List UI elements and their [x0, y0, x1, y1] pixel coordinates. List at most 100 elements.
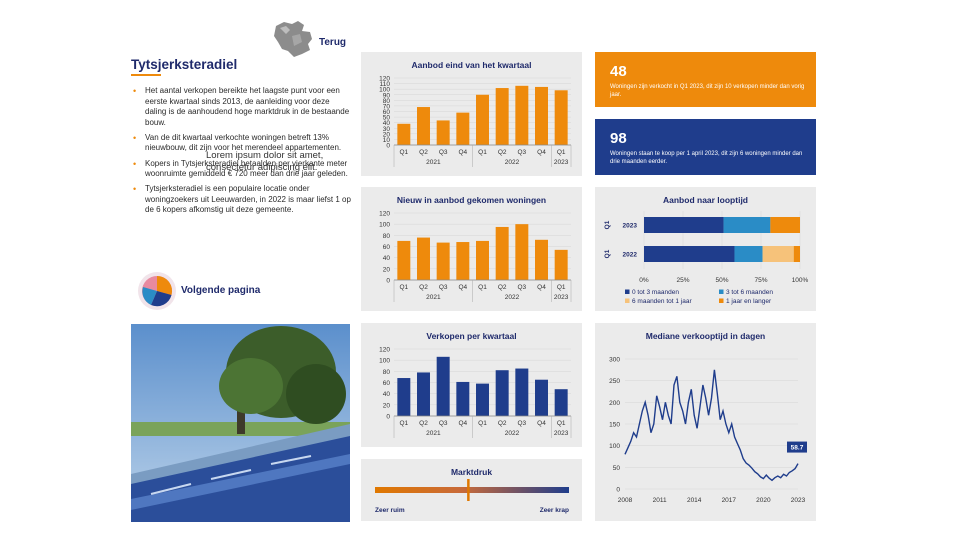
page-title: Tytsjerksteradiel [131, 57, 238, 72]
y-tick-label: 20 [383, 131, 391, 138]
y-tick-label: 150 [609, 422, 620, 429]
y-tick-label: 80 [383, 369, 391, 376]
end-label-box [787, 441, 807, 453]
y-tick-label: 80 [383, 233, 391, 240]
bar [456, 112, 470, 145]
looptijd-chart-panel: Aanbod naar looptijd 0% 25% 50% 75% 100% 2023… [595, 187, 816, 311]
x-tick-label: Q1 [399, 420, 408, 427]
y-tick-label: 40 [383, 120, 391, 127]
nieuw-chart-panel: Nieuw in aanbod gekomen woningen 0 20 40 60… [361, 187, 582, 311]
bar [554, 389, 568, 416]
stacked-segment [644, 217, 724, 233]
next-page-button[interactable]: Volgende pagina [137, 271, 277, 311]
y-tick-label: 70 [383, 103, 391, 110]
y-tick-label: 250 [609, 378, 620, 385]
y-tick-label: 110 [380, 81, 391, 88]
x-tick-label: 100% [792, 277, 809, 284]
stacked-segment [762, 246, 794, 262]
y-tick-label: 30 [383, 126, 391, 133]
verkooptijd-chart-panel: Mediane verkooptijd in dagen 0 50 100 150 20… [595, 323, 816, 521]
bar [495, 370, 509, 416]
y-tick-label: 0 [386, 278, 390, 285]
y-tick-label: 90 [383, 92, 391, 99]
legend-label: 3 tot 6 maanden [726, 289, 773, 296]
year-label: 2023 [554, 159, 569, 166]
x-tick-label: Q1 [557, 420, 566, 427]
year-label: 2022 [505, 294, 520, 301]
x-tick-label: Q1 [557, 284, 566, 291]
region-map-logo [274, 21, 312, 57]
bar [436, 356, 450, 416]
bullet-item: Van de dit kwartaal verkochte woningen b… [131, 133, 353, 154]
legend-swatch [719, 289, 724, 294]
x-tick-label: 2008 [618, 497, 633, 504]
pie-icon [138, 272, 176, 310]
x-tick-label: Q3 [517, 149, 526, 156]
stat-number: 48 [610, 63, 627, 80]
bar [554, 249, 568, 280]
bullet-item: Tytsjerksteradiel is een populaire locat… [131, 184, 353, 216]
x-tick-label: Q4 [458, 420, 467, 427]
next-page-label: Volgende pagina [181, 285, 261, 296]
x-tick-label: Q2 [419, 284, 428, 291]
x-tick-label: Q3 [439, 149, 448, 156]
year-label: 2023 [554, 294, 569, 301]
y-tick-label: 40 [383, 391, 391, 398]
y-tick-label: 120 [379, 347, 390, 354]
stat-box-sales: 48 Woningen zijn verkocht in Q1 2023, di… [595, 52, 816, 107]
bar [417, 237, 430, 280]
bar [436, 242, 450, 280]
x-tick-label: 2011 [653, 497, 667, 504]
chart-title: Verkopen per kwartaal [426, 331, 517, 341]
verkooptijd-chart: 0 50 100 150 200 250 300 2008 2011 2014 2017 2020 20… [609, 357, 807, 504]
chart-title: Aanbod naar looptijd [663, 195, 748, 205]
bar [417, 107, 430, 145]
bullet-item: Kopers in Tytsjerksteradiel betaalden pe… [131, 159, 353, 180]
series-line [624, 369, 799, 482]
legend-label: 1 jaar en langer [726, 298, 772, 305]
bar [476, 240, 489, 280]
lorem-text: Lorem ipsum dolor sit amet, consectetur … [206, 150, 324, 173]
group-label: Q1 [604, 220, 611, 229]
gauge-right-label: Zeer krap [540, 507, 569, 514]
stat-text: Woningen staan te koop per 1 april 2023,… [610, 151, 803, 165]
legend-label: 6 maanden tot 1 jaar [632, 298, 692, 305]
x-tick-label: Q1 [478, 149, 487, 156]
stacked-segment [770, 217, 800, 233]
intro-bullet-list: Het aantal verkopen bereikte het laagste… [131, 86, 353, 221]
x-tick-label: 2020 [756, 497, 771, 504]
gauge-marker [467, 479, 470, 501]
stat-text: Woningen zijn verkocht in Q1 2023, dit z… [610, 84, 805, 98]
bar [476, 94, 489, 145]
x-tick-label: Q4 [537, 149, 546, 156]
back-link[interactable]: Terug [319, 37, 347, 48]
bar [417, 372, 430, 416]
y-tick-label: 10 [383, 137, 391, 144]
x-tick-label: 25% [676, 277, 689, 284]
stat-number: 98 [610, 130, 627, 147]
x-tick-label: Q3 [439, 420, 448, 427]
y-tick-label: 100 [379, 87, 390, 94]
verkopen-chart: 0 20 40 60 80 100 120 Q1 Q2 Q3 Q4 Q1 Q2 Q3 Q4 Q1 2021 202… [379, 347, 572, 438]
category-label: 2022 [623, 252, 638, 259]
bar [535, 239, 548, 280]
year-label: 2021 [426, 159, 441, 166]
aanbod-chart-panel: Aanbod eind van het kwartaal 0 10 20 30 40 50… [361, 52, 582, 176]
legend-swatch [625, 298, 630, 303]
x-tick-label: Q1 [478, 284, 487, 291]
stacked-segment [644, 246, 735, 262]
y-tick-label: 20 [383, 266, 391, 273]
legend-swatch [719, 298, 724, 303]
y-tick-label: 100 [609, 443, 620, 450]
x-tick-label: Q4 [537, 420, 546, 427]
bar [436, 120, 450, 145]
x-tick-label: Q2 [419, 149, 428, 156]
y-tick-label: 40 [383, 255, 391, 262]
y-tick-label: 60 [383, 244, 391, 251]
stacked-segment [723, 217, 771, 233]
y-tick-label: 120 [379, 211, 390, 218]
marktdruk-gauge: Zeer ruim Zeer krap [375, 479, 569, 514]
bar [397, 378, 411, 416]
bar [515, 368, 529, 416]
